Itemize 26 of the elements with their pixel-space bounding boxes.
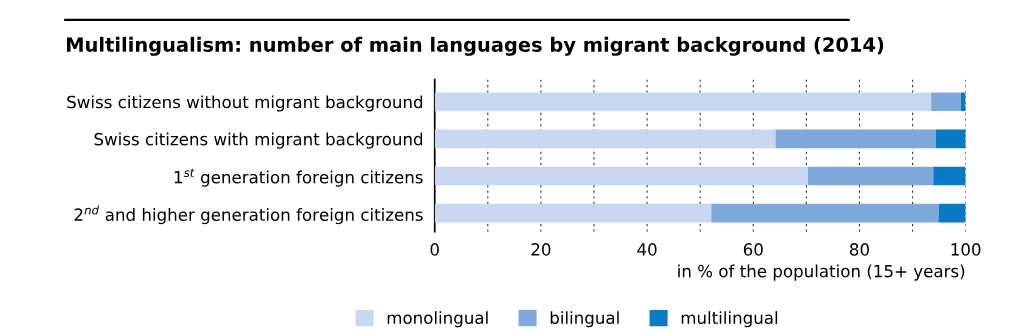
bar bbox=[434, 203, 712, 223]
x-tick-label: 60 bbox=[743, 243, 763, 256]
y-tick-label: Swiss citizens without migrant background bbox=[67, 95, 423, 112]
bar bbox=[711, 203, 939, 223]
y-tick-label: 2$^{nd}$ and higher generation foreign citizens bbox=[74, 205, 423, 225]
legend-label: multilingual bbox=[681, 311, 778, 328]
bar bbox=[807, 166, 934, 186]
chart-title: Multilingualism: number of main languages by migrant background (2014) bbox=[66, 36, 884, 56]
bar bbox=[935, 129, 966, 149]
x-axis-title: in % of the population (15+ years) bbox=[678, 264, 965, 281]
bar bbox=[434, 166, 808, 186]
x-tick-label: 80 bbox=[849, 243, 869, 256]
x-tick-label: 20 bbox=[531, 243, 551, 256]
x-tick-label: 0 bbox=[430, 243, 439, 256]
y-tick-label: 1$^{st}$ generation foreign citizens bbox=[174, 168, 423, 187]
bar bbox=[434, 129, 776, 149]
x-tick-label: 40 bbox=[637, 243, 657, 256]
bar bbox=[931, 92, 961, 112]
y-tick-label: Swiss citizens with migrant background bbox=[94, 132, 423, 149]
legend-label: monolingual bbox=[387, 311, 488, 328]
x-tick-label: 100 bbox=[951, 243, 981, 256]
bar bbox=[933, 166, 966, 186]
legend-label: bilingual bbox=[550, 311, 619, 328]
bar bbox=[775, 129, 936, 149]
bar bbox=[434, 92, 932, 112]
bar bbox=[938, 203, 966, 223]
